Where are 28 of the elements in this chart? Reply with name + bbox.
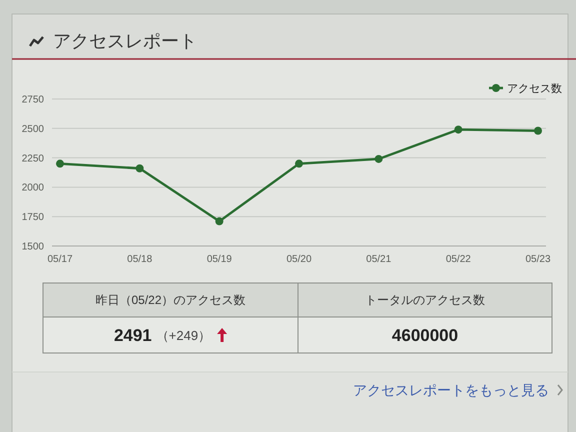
text: トータルのアクセス数 — [365, 293, 485, 307]
point — [295, 160, 303, 168]
text: 4600000 — [392, 326, 458, 345]
point — [454, 126, 462, 134]
x-tick-label: 05/23 — [525, 254, 551, 265]
text: アクセスレポートをもっと見る — [353, 382, 549, 398]
x-tick-label: 05/21 — [366, 254, 392, 265]
x-tick-label: 05/22 — [446, 254, 472, 265]
text: （+249） — [156, 328, 212, 343]
point — [215, 217, 224, 226]
text: 昨日（05/22）のアクセス数 — [95, 293, 246, 307]
x-tick-label: 05/17 — [47, 254, 73, 265]
point — [534, 126, 542, 135]
chart-title: アクセスレポート — [53, 31, 197, 51]
y-tick-label: 2750 — [22, 94, 44, 106]
point — [136, 164, 144, 172]
legend-label: アクセス数 — [507, 83, 562, 95]
y-tick-label: 1500 — [22, 242, 44, 252]
x-tick-label: 05/20 — [286, 254, 312, 265]
y-tick-label: 2000 — [22, 182, 44, 194]
x-tick-label: 05/18 — [127, 254, 153, 265]
point — [374, 154, 383, 163]
x-tick-label: 05/19 — [206, 254, 232, 265]
y-tick-label: 1750 — [22, 212, 44, 224]
point — [56, 160, 64, 168]
text: 2491 — [114, 326, 152, 345]
y-tick-label: 2250 — [22, 153, 44, 164]
y-tick-label: 2500 — [22, 124, 44, 135]
